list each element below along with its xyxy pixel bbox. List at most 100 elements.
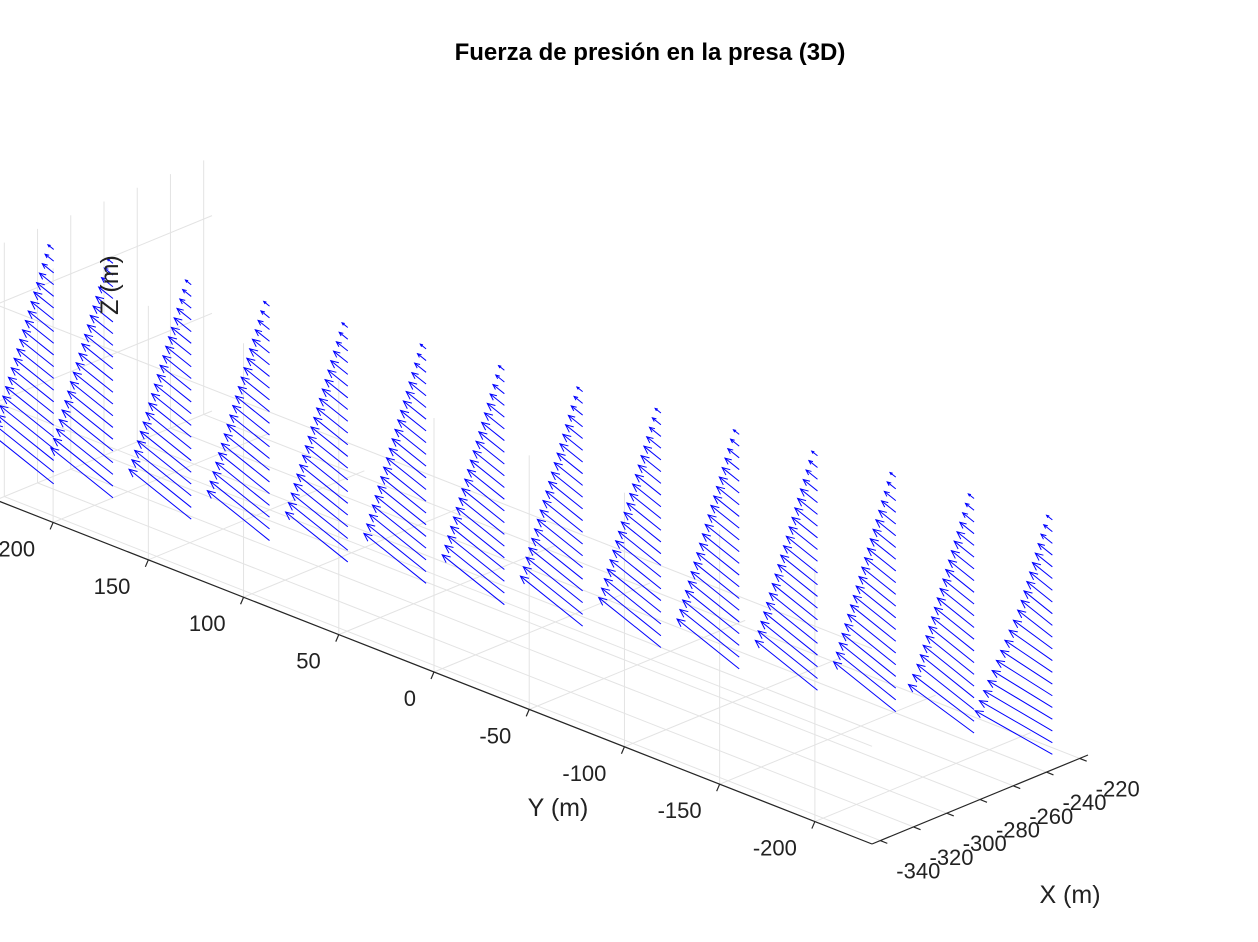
force-arrow	[324, 379, 349, 399]
force-arrow	[886, 481, 897, 490]
force-arrow	[481, 421, 505, 441]
force-arrow-head	[315, 407, 326, 417]
force-arrow	[336, 341, 349, 352]
force-arrow	[777, 564, 818, 597]
force-arrow	[766, 602, 818, 644]
force-arrow-head	[38, 272, 47, 280]
force-arrow	[912, 674, 975, 722]
force-arrow	[632, 483, 662, 508]
grid-line-floor-y	[148, 470, 365, 561]
force-arrow-head	[94, 295, 105, 305]
y-axis-label: Y (m)	[528, 794, 589, 822]
force-arrow-head	[611, 549, 622, 559]
force-arrow	[475, 440, 505, 465]
force-arrow	[850, 604, 897, 642]
force-arrow-head	[567, 414, 576, 422]
force-arrow-head	[690, 570, 700, 580]
grid-line-side-z	[0, 215, 213, 304]
force-arrow-head	[178, 298, 186, 305]
y-tick-mark	[430, 671, 435, 680]
x-tick-mark	[946, 812, 954, 817]
force-arrow	[916, 663, 975, 710]
force-arrow	[470, 459, 505, 488]
force-arrow	[95, 296, 114, 311]
force-arrow-head	[15, 348, 26, 357]
force-arrow-head	[133, 449, 144, 459]
x-tick-mark	[913, 826, 921, 831]
force-arrow	[444, 544, 505, 594]
force-arrow-head	[460, 487, 471, 497]
force-arrow-head	[58, 418, 68, 428]
force-arrow-head	[304, 445, 314, 454]
force-arrow	[455, 507, 505, 547]
force-arrow	[307, 435, 349, 469]
force-arrow-head	[21, 329, 32, 338]
force-arrow	[302, 454, 349, 492]
force-arrow-head	[841, 632, 851, 642]
force-arrow	[363, 533, 427, 584]
force-arrow-head	[709, 504, 720, 514]
y-tick-mark	[525, 709, 530, 717]
force-arrow-head	[77, 352, 88, 362]
force-arrow	[5, 386, 55, 426]
force-arrow-head	[924, 635, 935, 644]
force-arrow-head	[788, 526, 798, 535]
y-tick-label: -200	[753, 836, 797, 861]
force-arrow	[173, 317, 192, 332]
x-tick-label: -260	[1029, 804, 1073, 829]
force-arrow-head	[156, 373, 166, 383]
force-arrow	[693, 561, 740, 599]
force-arrow-head	[0, 415, 6, 424]
force-arrow	[498, 365, 505, 371]
force-arrow-head	[416, 352, 422, 358]
force-arrow-head	[832, 660, 843, 670]
force-arrow	[548, 481, 583, 510]
force-arrow-head	[44, 253, 50, 259]
force-arrow-head	[217, 452, 228, 461]
force-arrow-head	[889, 471, 893, 476]
force-arrow-head	[254, 329, 263, 337]
force-arrow-head	[530, 537, 541, 547]
force-arrow-head	[92, 305, 102, 315]
force-arrow	[206, 490, 270, 541]
force-arrow-head	[922, 644, 932, 654]
force-arrow-head	[692, 561, 703, 571]
force-arrow	[690, 571, 740, 611]
force-arrow-head	[408, 381, 418, 390]
force-arrow-head	[880, 500, 889, 508]
force-arrow	[486, 403, 505, 418]
force-arrow-head	[452, 516, 463, 526]
force-arrow	[1046, 514, 1053, 521]
force-arrow-head	[324, 378, 334, 388]
force-arrow-head	[103, 267, 109, 273]
force-arrow-head	[953, 540, 963, 550]
force-arrow-head	[637, 464, 647, 474]
force-arrow-head	[184, 279, 189, 283]
force-arrow	[128, 468, 192, 520]
force-arrow	[889, 472, 897, 478]
force-arrow-head	[170, 326, 180, 336]
force-arrow	[154, 383, 192, 415]
force-arrow	[802, 479, 818, 492]
force-arrow-head	[855, 585, 865, 595]
force-arrow-head	[967, 493, 972, 497]
force-arrow-head	[838, 642, 848, 651]
force-arrow-head	[385, 456, 396, 466]
force-arrow-head	[698, 542, 709, 552]
force-arrow-head	[999, 649, 1010, 659]
force-arrow	[89, 315, 114, 335]
force-arrow	[64, 400, 114, 440]
force-arrow	[682, 599, 740, 646]
force-arrow-head	[128, 468, 138, 478]
force-arrow	[704, 523, 740, 553]
x-tick-mark	[1079, 757, 1087, 762]
force-arrow	[522, 566, 583, 615]
force-arrow-head	[371, 504, 381, 514]
force-arrow	[858, 576, 897, 607]
force-arrow-head	[444, 544, 454, 554]
force-arrow	[257, 319, 270, 330]
force-arrow	[721, 467, 740, 482]
force-arrow	[919, 654, 975, 699]
